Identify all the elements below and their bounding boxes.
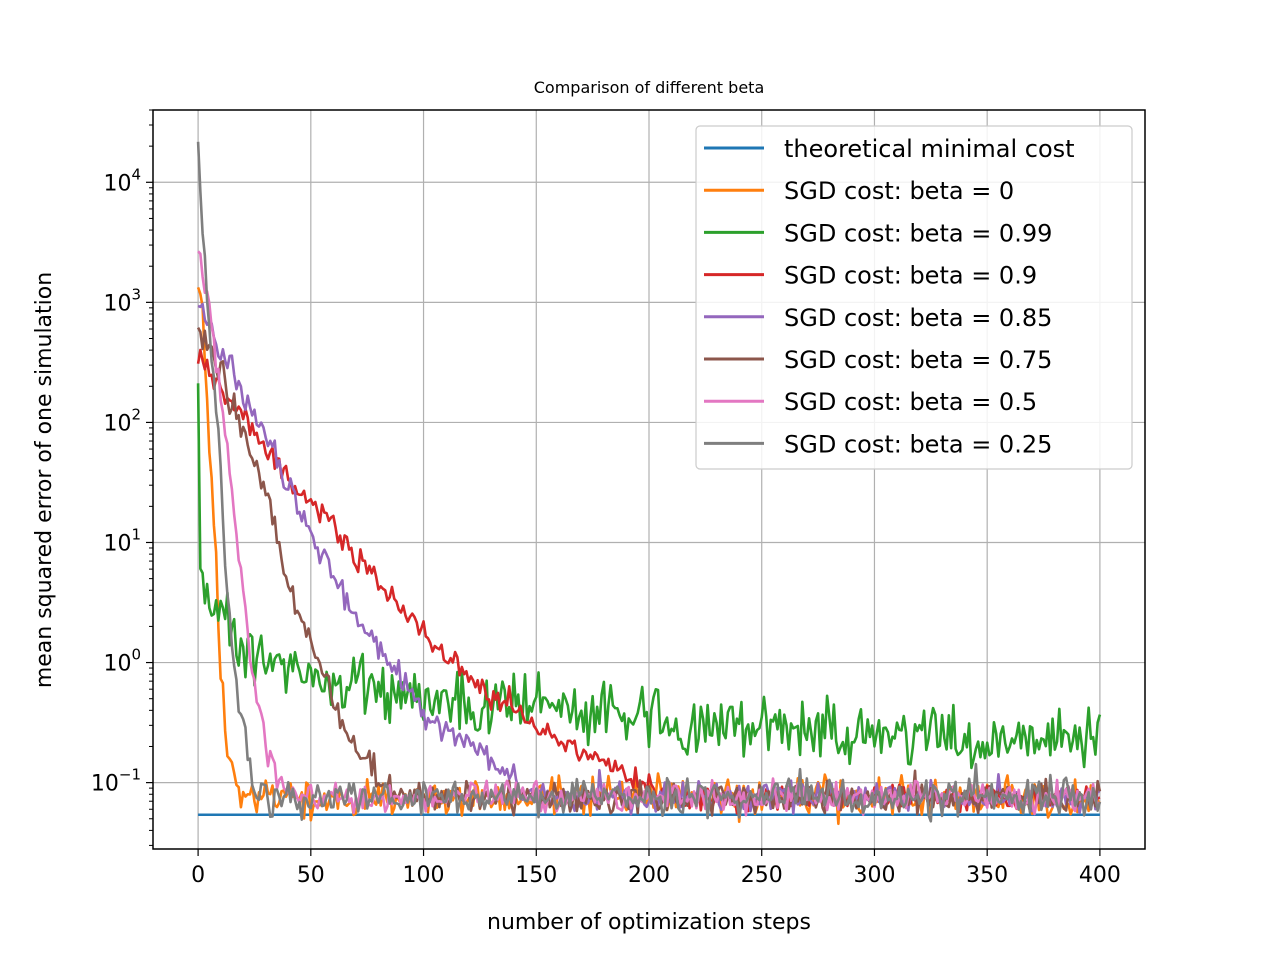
series-layer bbox=[196, 141, 1102, 826]
legend-label: SGD cost: beta = 0.75 bbox=[784, 346, 1052, 374]
legend-label: SGD cost: beta = 0.5 bbox=[784, 388, 1037, 416]
y-tick-label: 101 bbox=[103, 525, 141, 556]
legend-label: SGD cost: beta = 0.85 bbox=[784, 304, 1052, 332]
x-tick-label: 150 bbox=[515, 863, 557, 888]
x-tick-label: 0 bbox=[191, 863, 205, 888]
y-axis-label: mean squared error of one simulation bbox=[32, 272, 57, 688]
legend-label: SGD cost: beta = 0.99 bbox=[784, 219, 1052, 247]
x-axis-label: number of optimization steps bbox=[487, 910, 811, 935]
series-line-5 bbox=[196, 327, 1102, 817]
legend-box bbox=[695, 125, 1133, 470]
x-axis: 0 50 100 150 200 250 300 350 400 bbox=[191, 849, 1121, 888]
series-line-7 bbox=[196, 141, 1102, 823]
x-tick-label: 300 bbox=[853, 863, 895, 888]
legend-label: SGD cost: beta = 0 bbox=[784, 177, 1014, 205]
legend-label: SGD cost: beta = 0.25 bbox=[784, 430, 1052, 458]
y-tick-label: 104 bbox=[103, 165, 141, 196]
y-tick-label: 10−1 bbox=[91, 766, 141, 797]
y-tick-label: 102 bbox=[103, 405, 141, 436]
x-tick-label: 200 bbox=[628, 863, 670, 888]
legend-label: SGD cost: beta = 0.9 bbox=[784, 262, 1037, 290]
series-line-2 bbox=[196, 383, 1102, 770]
x-tick-label: 50 bbox=[297, 863, 325, 888]
x-tick-label: 400 bbox=[1079, 863, 1121, 888]
y-tick-label: 100 bbox=[103, 646, 141, 677]
legend-label: theoretical minimal cost bbox=[784, 135, 1075, 163]
y-tick-label: 103 bbox=[103, 285, 141, 316]
y-axis: 10−1 100 101 102 103 104 bbox=[91, 109, 153, 846]
x-tick-label: 250 bbox=[741, 863, 783, 888]
legend: theoretical minimal cost SGD cost: beta =… bbox=[695, 125, 1133, 470]
x-tick-label: 100 bbox=[403, 863, 445, 888]
chart-title: Comparison of different beta bbox=[534, 78, 765, 97]
x-tick-label: 350 bbox=[966, 863, 1008, 888]
